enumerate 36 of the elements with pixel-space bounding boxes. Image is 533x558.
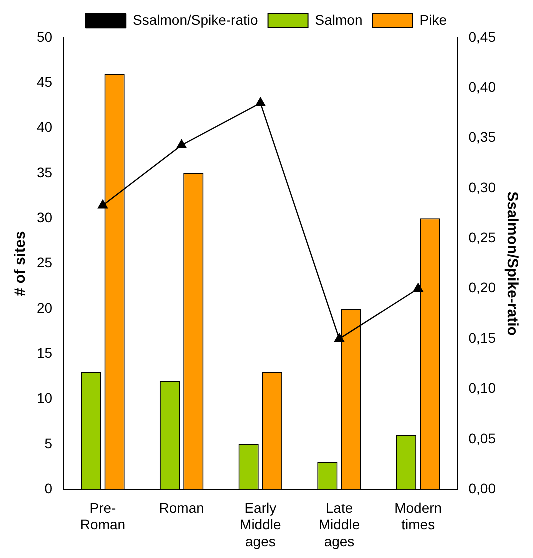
y2-tick-label: 0,35 xyxy=(468,129,496,146)
y-tick-label: 30 xyxy=(36,210,53,226)
x-tick-label: Modern times xyxy=(394,500,442,533)
y-tick-label: 35 xyxy=(36,164,53,180)
legend-label: Salmon xyxy=(315,12,363,28)
y2-axis-title: Ssalmon/Spike-ratio xyxy=(504,192,521,336)
y-tick-label: 50 xyxy=(36,28,53,45)
point xyxy=(413,283,424,292)
x-tick-label: Pre-Roman xyxy=(80,500,126,533)
y2-tick-label: 0,20 xyxy=(468,280,496,296)
y2-tick-label: 0,10 xyxy=(468,380,496,396)
point xyxy=(334,333,344,342)
y-tick-label: 40 xyxy=(36,119,53,136)
y2-tick-label: 0,15 xyxy=(468,330,496,346)
y-tick-label: 25 xyxy=(36,254,53,271)
y-tick-label: 10 xyxy=(36,390,53,406)
y-tick-label: 45 xyxy=(36,74,53,90)
point xyxy=(176,140,187,148)
y2-tick-label: 0,25 xyxy=(468,230,496,246)
y-tick-label: 20 xyxy=(36,300,53,316)
y2-tick-label: 0,05 xyxy=(468,430,496,446)
y-axis-title: # of sites xyxy=(12,231,30,296)
legend-label: Pike xyxy=(420,12,448,28)
y2-tick-label: 0,40 xyxy=(468,79,496,96)
y2-tick-label: 0,00 xyxy=(468,480,496,496)
y-tick-label: 5 xyxy=(44,435,53,452)
point xyxy=(98,200,108,209)
x-tick-label: Early Middle ages xyxy=(240,500,282,550)
point xyxy=(256,98,266,106)
legend-label: Ssalmon/Spike-ratio xyxy=(133,12,258,28)
x-tick-label: Roman xyxy=(159,500,204,516)
x-tick-label: Late Middle ages xyxy=(318,500,360,550)
y2-tick-label: 0,45 xyxy=(468,28,496,45)
y2-tick-label: 0,30 xyxy=(468,179,496,196)
y-tick-label: 15 xyxy=(36,344,53,361)
y-tick-label: 0 xyxy=(44,480,53,496)
